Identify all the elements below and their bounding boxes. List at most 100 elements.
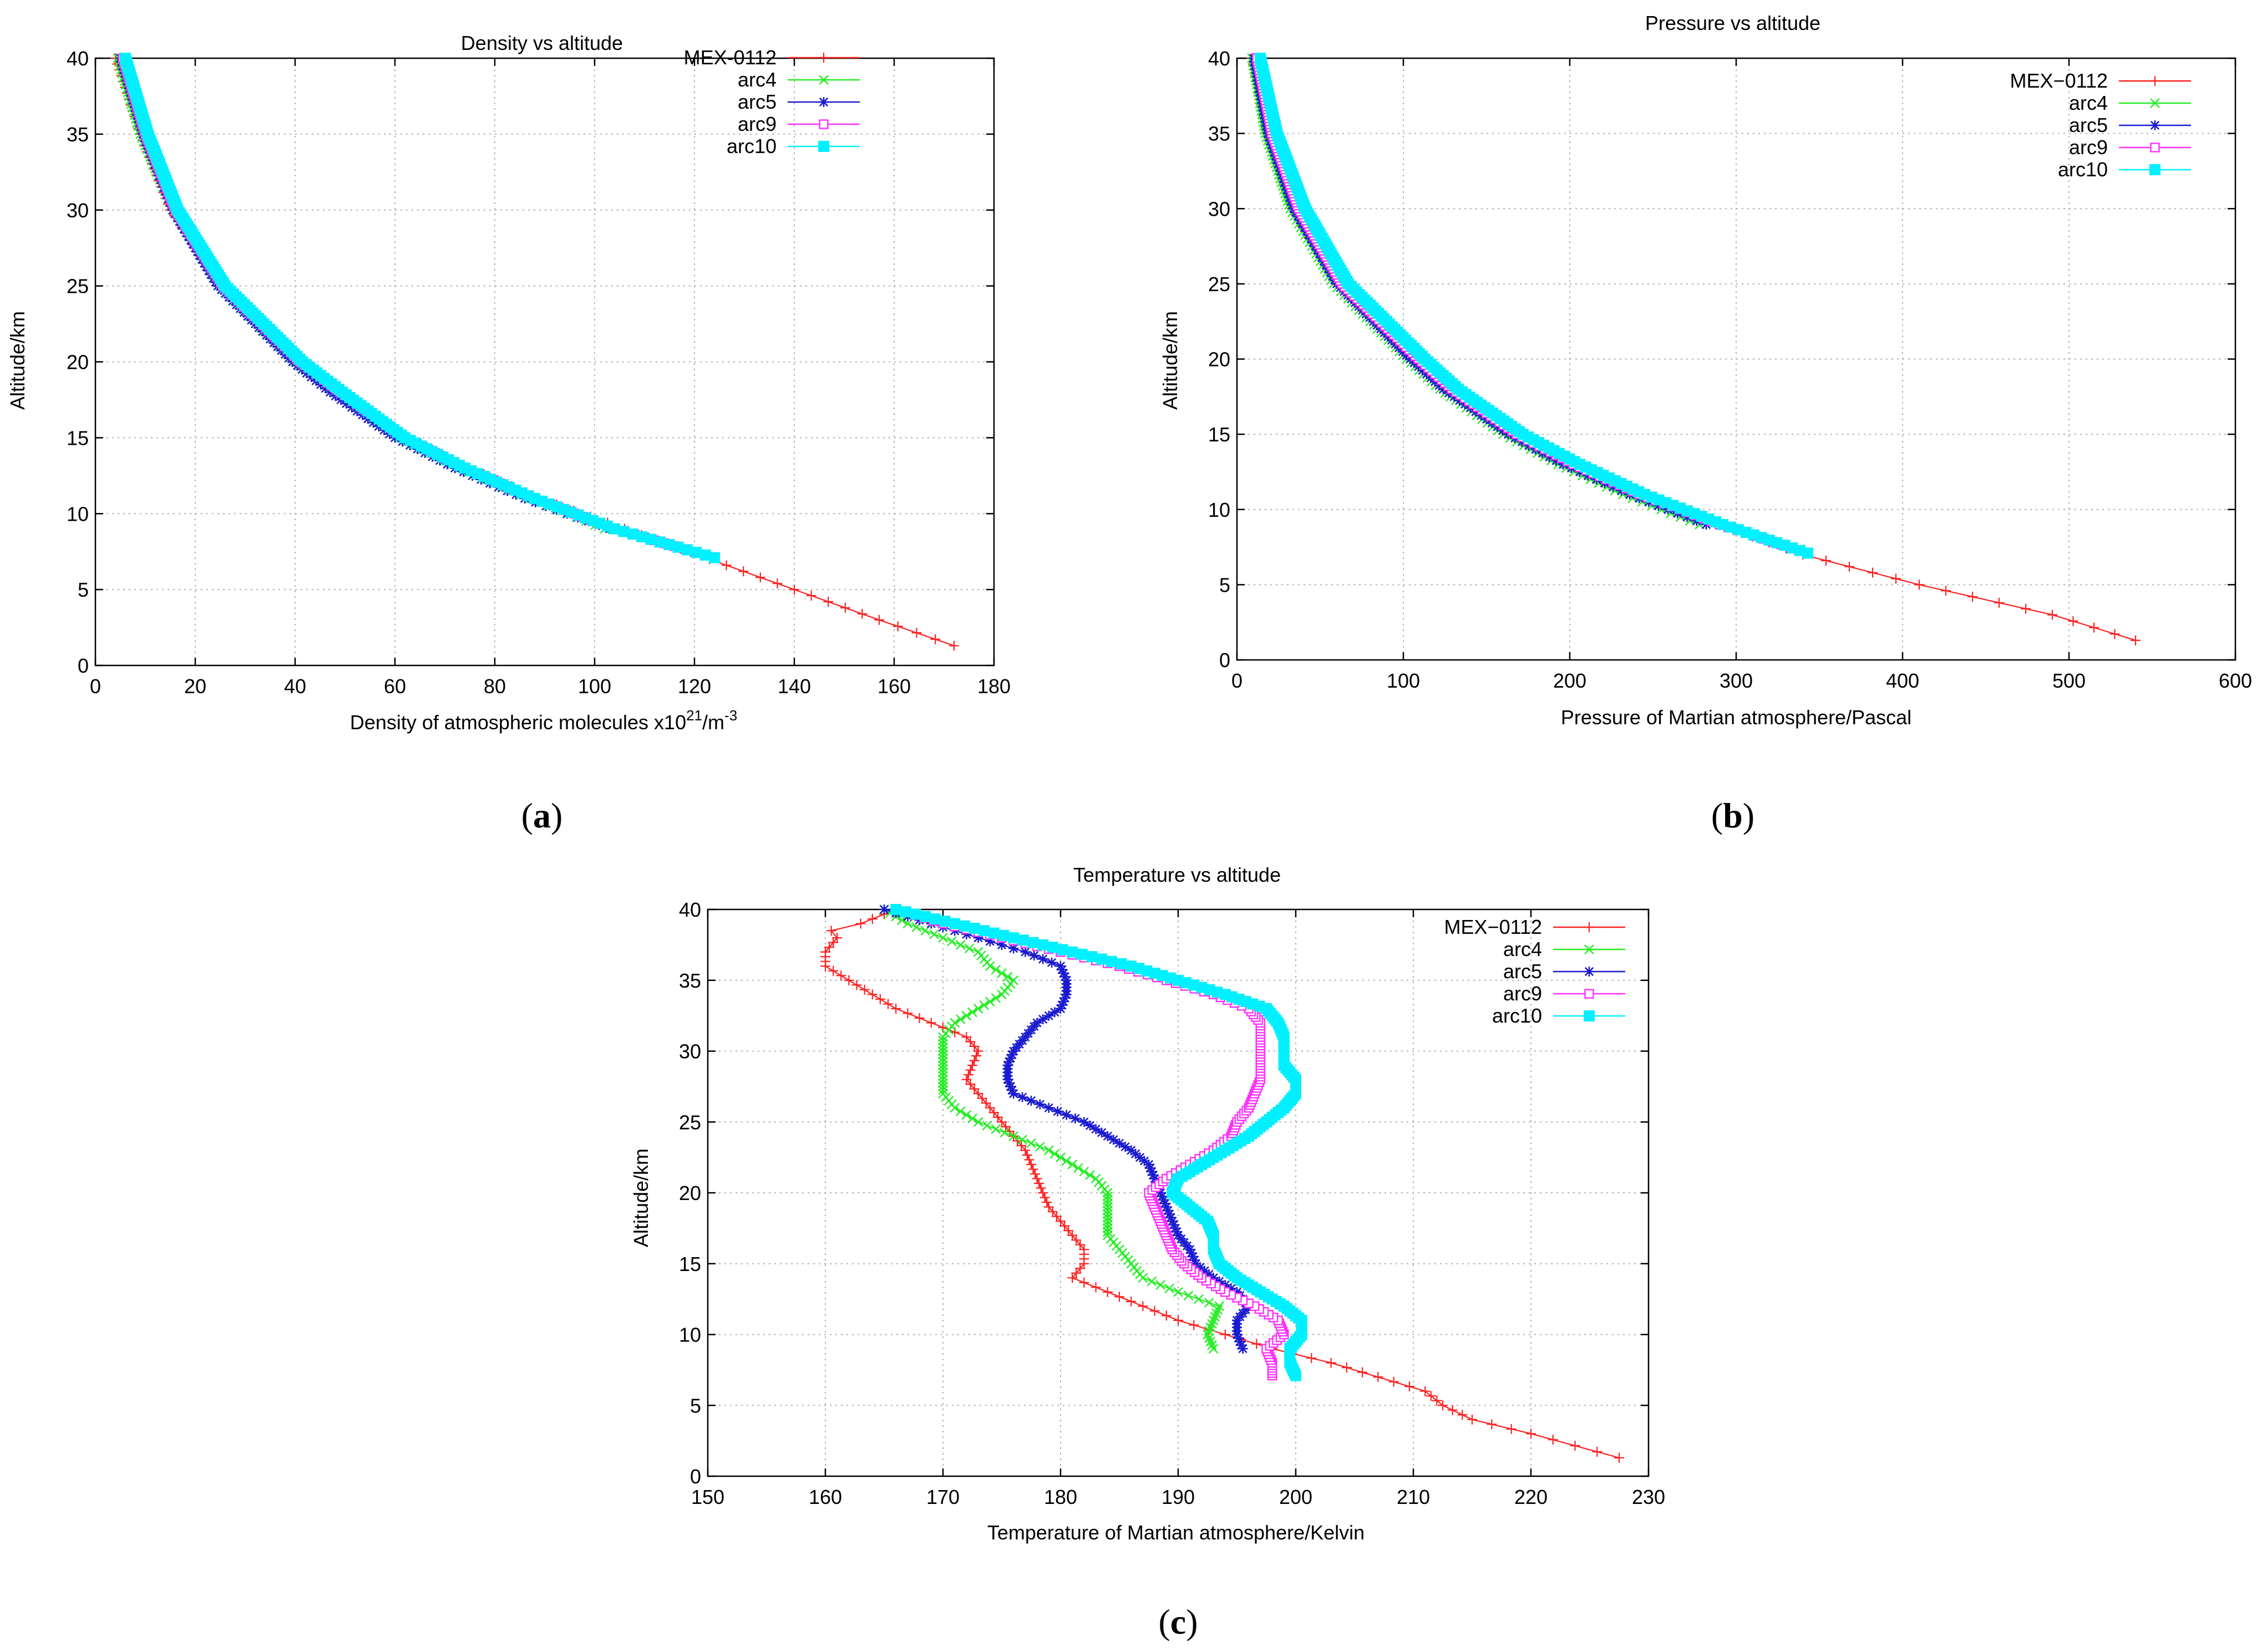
data-point <box>1026 1095 1036 1106</box>
data-point <box>1255 53 1266 64</box>
data-point <box>938 1056 948 1067</box>
series-line <box>1259 58 1808 554</box>
data-point <box>1102 1131 1113 1141</box>
data-point <box>320 383 331 394</box>
data-point <box>681 544 693 556</box>
x-tick-label: 170 <box>926 1486 960 1508</box>
legend-marker <box>2150 120 2160 130</box>
data-point <box>1844 561 1854 572</box>
data-point <box>1171 1227 1182 1237</box>
data-point <box>1047 957 1057 968</box>
y-axis-label: Altitude/km <box>1159 311 1181 410</box>
legend-label: MEX−0112 <box>2010 69 2108 92</box>
data-point <box>1214 1301 1225 1312</box>
data-point <box>618 526 630 537</box>
x-tick-label: 210 <box>1397 1486 1430 1508</box>
data-point <box>938 933 948 943</box>
legend-item-mex-0112: MEX−0112 <box>1444 916 1625 938</box>
panel-label-b: (b) <box>1711 796 1754 835</box>
data-point <box>1487 1419 1497 1430</box>
data-point <box>929 929 939 939</box>
data-point <box>1020 947 1031 957</box>
data-point <box>1036 1183 1046 1193</box>
legend-label: arc5 <box>738 90 777 113</box>
plot-area: 0 20 40 60 80 100 120 140 160 180 0 5 10 15 20 25 30 35 40… <box>67 46 1011 698</box>
data-point <box>988 927 1000 939</box>
data-point <box>1091 1282 1101 1293</box>
data-point <box>1438 1400 1448 1411</box>
data-point <box>1102 1230 1113 1241</box>
data-point <box>851 980 862 990</box>
series-line <box>1251 58 1700 525</box>
data-point <box>1024 1155 1034 1165</box>
data-point <box>826 926 836 936</box>
data-point <box>1147 1276 1157 1287</box>
legend-item-mex-0112: MEX-0112 <box>684 46 860 69</box>
data-point <box>738 566 749 577</box>
data-point <box>890 904 902 915</box>
data-point <box>1091 1124 1101 1135</box>
data-point <box>949 918 961 929</box>
data-point <box>1026 1138 1036 1148</box>
data-point <box>1226 1283 1236 1294</box>
data-point <box>1208 1344 1219 1354</box>
data-point <box>1038 1188 1048 1198</box>
series-mex-0112 <box>820 904 1624 1463</box>
data-point <box>997 968 1007 978</box>
data-point <box>982 1120 992 1131</box>
data-point <box>1157 1191 1167 1202</box>
data-point <box>1203 1329 1213 1340</box>
legend-label: arc10 <box>2058 158 2108 181</box>
data-point <box>883 999 894 1009</box>
x-axis-label: Pressure of Martian atmosphere/Pascal <box>1561 706 1911 729</box>
ticks: 0 20 40 60 80 100 120 140 160 180 0 5 10 15 20 25 30 35 40 <box>67 47 1011 698</box>
chart-title: Density vs altitude <box>461 32 623 54</box>
data-point <box>938 1085 948 1095</box>
x-tick-label: 200 <box>1279 1486 1312 1508</box>
x-tick-label: 40 <box>284 675 306 698</box>
legend-label: MEX-0112 <box>684 46 777 69</box>
chart-title: Temperature vs altitude <box>1073 863 1281 886</box>
data-point <box>1165 1212 1176 1223</box>
x-axis-label-unit-exp: -3 <box>724 707 737 724</box>
data-point <box>855 918 866 929</box>
x-tick-label: 160 <box>878 675 911 698</box>
data-point <box>1004 1056 1015 1067</box>
data-point <box>1214 1276 1225 1287</box>
data-point <box>985 997 995 1007</box>
legend-marker <box>1584 967 1594 977</box>
data-point <box>1164 1209 1175 1219</box>
legend-label: MEX−0112 <box>1444 916 1542 938</box>
plot-area: 0 100 200 300 400 500 600 0 5 10 15 20 25 30 35 40 MEX−0… <box>1208 47 2252 692</box>
data-point <box>1570 1441 1580 1451</box>
data-point <box>997 939 1007 950</box>
data-point <box>875 994 885 1004</box>
data-point <box>2047 609 2057 620</box>
legend-label: arc10 <box>1492 1004 1542 1027</box>
legend-marker <box>1584 1010 1595 1021</box>
data-point <box>961 1010 972 1021</box>
legend-label: arc9 <box>2069 136 2108 159</box>
data-point <box>891 1003 901 1014</box>
data-point <box>1148 1170 1158 1181</box>
data-point <box>1967 592 1977 602</box>
legend-label: arc4 <box>738 68 777 91</box>
data-point <box>985 936 995 947</box>
y-tick-label: 25 <box>679 1111 701 1133</box>
data-point <box>1551 455 1561 466</box>
data-point <box>1057 1000 1067 1010</box>
data-point <box>645 533 657 545</box>
data-point <box>1049 1148 1060 1159</box>
data-point <box>1941 586 1951 596</box>
data-point <box>938 1039 948 1049</box>
data-point <box>1102 1194 1113 1205</box>
data-point <box>1189 1320 1199 1330</box>
data-point <box>1108 1135 1119 1145</box>
data-point <box>1173 1315 1183 1325</box>
data-point <box>1059 993 1070 1003</box>
data-point <box>1070 1113 1081 1124</box>
